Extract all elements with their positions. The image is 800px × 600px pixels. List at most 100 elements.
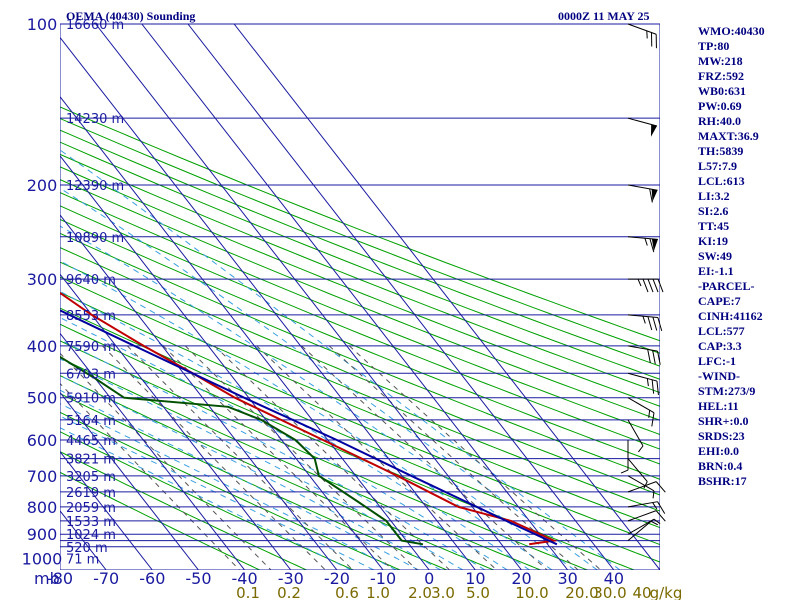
mixing-ratio-line [60, 352, 272, 570]
dry-adiabat [60, 451, 307, 570]
pressure-tick-label: 500 [27, 389, 58, 408]
index-item: CAPE:7 [698, 294, 741, 308]
wind-barb [627, 501, 666, 514]
wind-barb [627, 397, 655, 427]
isobars [60, 23, 660, 548]
height-label: 2059 m [66, 501, 116, 516]
isotherm [141, 24, 569, 570]
dry-adiabat [60, 340, 588, 570]
isotherm [60, 450, 153, 570]
dry-adiabat [60, 218, 660, 465]
mixing-ratio-label: 0.6 [335, 584, 359, 600]
index-item: BSHR:17 [698, 474, 747, 488]
mixing-ratio-label: 40 [632, 584, 651, 600]
temperature-tick-label: -50 [185, 569, 211, 588]
mixing-ratio-label: 3.0 [431, 584, 455, 600]
dry-adiabat [60, 166, 660, 407]
chart-title: OEMA (40430) Sounding [66, 9, 196, 23]
index-item: SW:49 [698, 249, 733, 263]
pressure-tick-label: 800 [27, 498, 58, 517]
isotherm [60, 332, 246, 570]
pressure-tick-label: 400 [27, 337, 58, 356]
sounding-indices-panel: WMO:40430 TP:80 MW:218 FRZ:592 WB0:631 PW:0.6… [698, 24, 765, 489]
isotherm [60, 95, 430, 570]
pressure-tick-label: 1000 [22, 550, 63, 569]
dry-adiabat [60, 178, 660, 421]
height-label: 1533 m [66, 515, 116, 530]
isotherm [60, 154, 384, 570]
index-item: WMO:40430 [698, 24, 765, 38]
isotherm [233, 24, 660, 570]
wind-barb [627, 475, 655, 499]
height-label: 3821 m [66, 453, 116, 468]
mixing-ratio-label: 0.1 [236, 584, 260, 600]
dry-adiabat [60, 192, 660, 436]
index-item: EI:-1.1 [698, 264, 734, 278]
mixing-ratio-line [162, 345, 393, 570]
temperature-tick-label: 0 [424, 569, 434, 588]
mixing-ratio-line [256, 345, 497, 570]
index-item: LI:3.2 [698, 189, 730, 203]
isotherm [187, 24, 615, 570]
wind-barb [627, 481, 666, 493]
chart-time: 0000Z 11 MAY 25 [558, 9, 650, 23]
height-label: 4465 m [66, 434, 116, 449]
pressure-tick-label: 200 [27, 176, 58, 195]
index-item: KI:19 [698, 234, 728, 248]
dry-adiabats [60, 106, 660, 570]
dry-adiabat [60, 205, 660, 450]
moist-adiabat [60, 187, 598, 570]
index-item: CAP:3.3 [698, 339, 742, 353]
wind-barb [627, 117, 658, 137]
index-item: BRN:0.4 [698, 459, 743, 473]
index-item: LCL:577 [698, 324, 745, 338]
plot-frame [60, 24, 660, 570]
dry-adiabat [60, 307, 660, 563]
dewpoint-line [60, 355, 424, 546]
parcel-line [60, 309, 558, 546]
index-item: FRZ:592 [698, 69, 744, 83]
wind-barb [627, 236, 658, 253]
wind-barb [627, 345, 661, 365]
dry-adiabat [60, 117, 660, 354]
wind-barb [627, 314, 663, 332]
temperature-tick-label: -60 [139, 569, 165, 588]
index-item: TH:5839 [698, 144, 744, 158]
index-item: WB0:631 [698, 84, 746, 98]
isotherm [0, 24, 14, 570]
mixing-ratio-line [60, 382, 240, 570]
height-label: 8553 m [66, 309, 116, 324]
temperature-tick-label: -40 [232, 569, 258, 588]
temperature-tick-label: -10 [370, 569, 396, 588]
height-label: 5164 m [66, 414, 116, 429]
y-unit-label: mb [34, 569, 60, 588]
pressure-tick-label: 900 [27, 525, 58, 544]
temperature-tick-label: -70 [93, 569, 119, 588]
index-item: TP:80 [698, 39, 730, 53]
dry-adiabat [60, 276, 660, 529]
mixing-ratio-line [102, 345, 326, 570]
dry-adiabat [60, 431, 354, 570]
mixing-ratio-line [184, 345, 418, 570]
index-item: LFC:-1 [698, 354, 736, 368]
moist-adiabats [60, 149, 621, 570]
wind-barb [627, 520, 659, 541]
dry-adiabat [60, 246, 660, 496]
moist-adiabat [60, 317, 508, 570]
isotherm [60, 391, 199, 570]
mixing-ratio-label: 20.0 [565, 584, 598, 600]
index-item: SRDS:23 [698, 429, 745, 443]
index-item: MW:218 [698, 54, 743, 68]
mixing-ratio-line [301, 345, 548, 570]
index-item: RH:40.0 [698, 114, 741, 128]
isotherm [95, 24, 522, 570]
isotherm [60, 569, 61, 570]
pressure-tick-label: 700 [27, 467, 58, 486]
mixing-ratio-label: 30.0 [593, 584, 626, 600]
height-label: 7590 m [66, 340, 116, 355]
wind-barb [620, 440, 629, 474]
height-label: 1024 m [66, 528, 116, 543]
pressure-tick-label: 300 [27, 270, 58, 289]
wind-barb [627, 372, 659, 395]
